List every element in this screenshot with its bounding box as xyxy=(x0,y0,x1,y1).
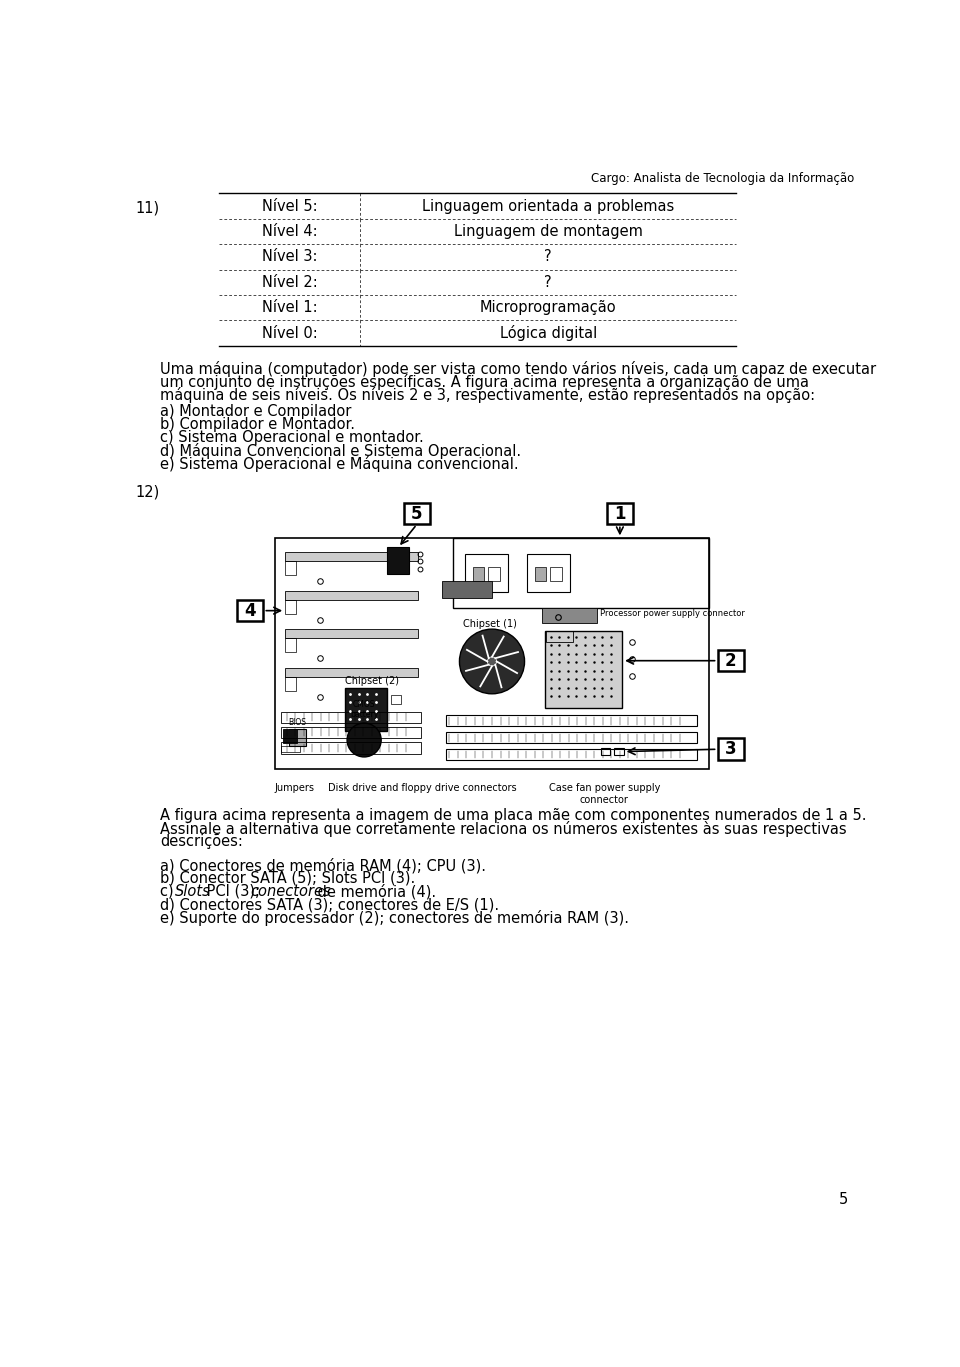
Text: d) Conectores SATA (3); conectores de E/S (1).: d) Conectores SATA (3); conectores de E/… xyxy=(160,897,499,912)
Text: de memória (4).: de memória (4). xyxy=(313,884,436,899)
Bar xyxy=(535,567,546,581)
Text: PCI (3);: PCI (3); xyxy=(203,884,265,899)
Bar xyxy=(601,748,610,756)
Text: ?: ? xyxy=(544,275,552,290)
Text: A figura acima representa a imagem de uma placa mãe com componentes numerados de: A figura acima representa a imagem de um… xyxy=(160,808,867,823)
Text: Linguagem de montagem: Linguagem de montagem xyxy=(454,224,642,239)
Text: e) Suporte do processador (2); conectores de memória RAM (3).: e) Suporte do processador (2); conectore… xyxy=(160,910,630,927)
Bar xyxy=(275,539,709,770)
Text: 11): 11) xyxy=(135,201,159,216)
Text: 2: 2 xyxy=(725,652,736,670)
Bar xyxy=(345,689,388,731)
Text: a) Montador e Compilador: a) Montador e Compilador xyxy=(160,403,351,418)
Bar xyxy=(289,729,306,746)
Text: Nível 4:: Nível 4: xyxy=(262,224,318,239)
Text: d) Máquina Convencional e Sistema Operacional.: d) Máquina Convencional e Sistema Operac… xyxy=(160,443,521,459)
Bar xyxy=(472,567,484,581)
Text: Nível 1:: Nível 1: xyxy=(262,301,318,316)
Bar xyxy=(488,567,500,581)
Text: máquina de seis níveis. Os níveis 2 e 3, respectivamente, estão representados na: máquina de seis níveis. Os níveis 2 e 3,… xyxy=(160,387,815,403)
Text: c) Sistema Operacional e montador.: c) Sistema Operacional e montador. xyxy=(160,429,424,444)
Text: Jumpers: Jumpers xyxy=(275,783,314,793)
Bar xyxy=(285,638,296,652)
Text: 12): 12) xyxy=(135,484,159,499)
Bar xyxy=(607,503,633,525)
Bar xyxy=(283,729,297,744)
Bar xyxy=(442,581,492,597)
Text: Nível 0:: Nível 0: xyxy=(262,325,318,340)
Text: b) Conector SATA (5); Slots PCI (3).: b) Conector SATA (5); Slots PCI (3). xyxy=(160,871,416,886)
Bar xyxy=(403,503,430,525)
Bar xyxy=(285,562,296,576)
Text: e) Sistema Operacional e Máquina convencional.: e) Sistema Operacional e Máquina convenc… xyxy=(160,455,519,472)
Text: a) Conectores de memória RAM (4); CPU (3).: a) Conectores de memória RAM (4); CPU (3… xyxy=(160,858,487,874)
Bar xyxy=(445,733,697,744)
Text: BIOS: BIOS xyxy=(288,718,306,727)
Bar xyxy=(281,711,420,723)
Text: Slots: Slots xyxy=(175,884,210,899)
Bar xyxy=(445,749,697,760)
Text: c): c) xyxy=(160,884,179,899)
Bar xyxy=(285,552,419,562)
Bar xyxy=(717,649,744,671)
Bar xyxy=(285,677,296,690)
Text: b) Compilador e Montador.: b) Compilador e Montador. xyxy=(160,417,355,432)
Bar xyxy=(445,715,697,726)
Bar xyxy=(453,539,709,607)
Text: Cargo: Analista de Tecnologia da Informação: Cargo: Analista de Tecnologia da Informa… xyxy=(591,172,854,185)
Bar xyxy=(388,548,409,574)
Text: Assinale a alternativa que corretamente relaciona os números existentes às suas : Assinale a alternativa que corretamente … xyxy=(160,820,847,837)
Text: descrições:: descrições: xyxy=(160,834,243,849)
Bar xyxy=(614,748,624,756)
Text: Nível 2:: Nível 2: xyxy=(262,275,318,290)
Bar xyxy=(717,738,744,760)
Text: Case fan power supply
connector: Case fan power supply connector xyxy=(549,783,660,805)
Text: um conjunto de instruções específicas. A figura acima representa a organização d: um conjunto de instruções específicas. A… xyxy=(160,375,809,390)
Text: Linguagem orientada a problemas: Linguagem orientada a problemas xyxy=(422,198,674,213)
Bar xyxy=(285,667,419,677)
Bar xyxy=(546,632,573,642)
Text: Uma máquina (computador) pode ser vista como tendo vários níveis, cada um capaz : Uma máquina (computador) pode ser vista … xyxy=(160,361,876,377)
Bar xyxy=(237,600,263,622)
Text: 5: 5 xyxy=(411,504,422,522)
Text: 3: 3 xyxy=(725,741,736,759)
Circle shape xyxy=(488,656,496,666)
Bar xyxy=(285,629,419,638)
Bar xyxy=(465,554,508,592)
Bar xyxy=(392,694,400,704)
Text: conectores: conectores xyxy=(251,884,331,899)
Text: Microprogramação: Microprogramação xyxy=(480,301,616,316)
Bar xyxy=(544,630,622,708)
Bar xyxy=(527,554,569,592)
Text: 5: 5 xyxy=(839,1192,849,1207)
Text: 1: 1 xyxy=(614,504,626,522)
Circle shape xyxy=(348,723,381,757)
Text: Disk drive and floppy drive connectors: Disk drive and floppy drive connectors xyxy=(328,783,516,793)
Bar xyxy=(542,607,596,623)
Bar xyxy=(281,727,420,738)
Bar xyxy=(281,746,300,752)
Text: Nível 3:: Nível 3: xyxy=(262,249,318,264)
Text: Processor power supply connector: Processor power supply connector xyxy=(601,610,745,618)
Text: Chipset (1): Chipset (1) xyxy=(463,619,516,629)
Text: Nível 5:: Nível 5: xyxy=(262,198,318,213)
Text: ?: ? xyxy=(544,249,552,264)
Circle shape xyxy=(460,629,524,694)
Bar xyxy=(550,567,562,581)
Text: Chipset (2): Chipset (2) xyxy=(345,677,398,686)
Text: CMOS
battery: CMOS battery xyxy=(350,700,378,719)
Text: 4: 4 xyxy=(245,601,256,619)
Text: Lógica digital: Lógica digital xyxy=(499,325,597,340)
Bar xyxy=(285,591,419,600)
Bar xyxy=(285,600,296,614)
Bar xyxy=(281,742,420,753)
